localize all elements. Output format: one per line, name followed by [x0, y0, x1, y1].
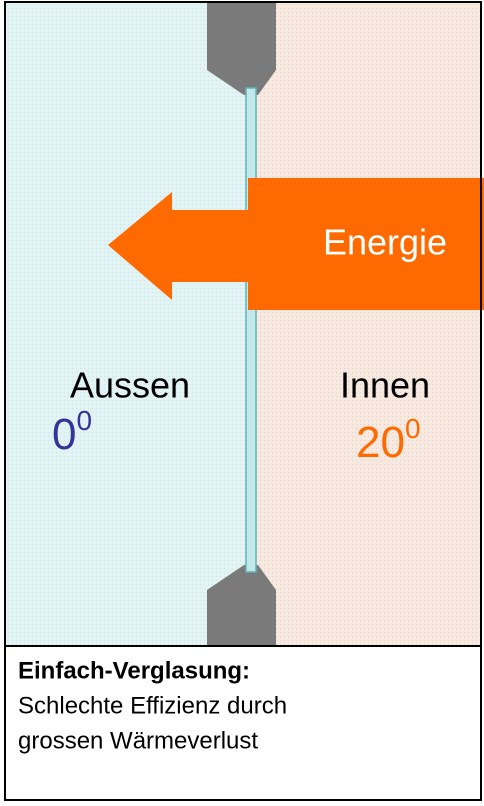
frame-bottom [207, 565, 276, 645]
caption-title: Einfach-Verglasung: [18, 657, 250, 684]
outside-temperature: 00 [52, 405, 92, 458]
caption-line: grossen Wärmeverlust [18, 727, 258, 754]
frame-top [207, 3, 276, 95]
caption-line: Schlechte Effizienz durch [18, 692, 287, 719]
temperature-unit: 0 [405, 413, 421, 444]
temperature-value: 20 [356, 418, 405, 467]
inside-label: Innen [340, 365, 430, 406]
energy-block [248, 178, 484, 310]
temperature-unit: 0 [76, 405, 92, 436]
outside-panel [6, 3, 250, 645]
inside-panel [250, 3, 480, 645]
outer-border [4, 1, 482, 801]
temperature-value: 0 [52, 410, 76, 459]
arrow-label: Energie [323, 222, 447, 263]
outside-label: Aussen [70, 365, 190, 406]
energy-arrow [108, 192, 250, 300]
inside-temperature: 200 [356, 413, 421, 466]
glass-pane [245, 87, 257, 573]
